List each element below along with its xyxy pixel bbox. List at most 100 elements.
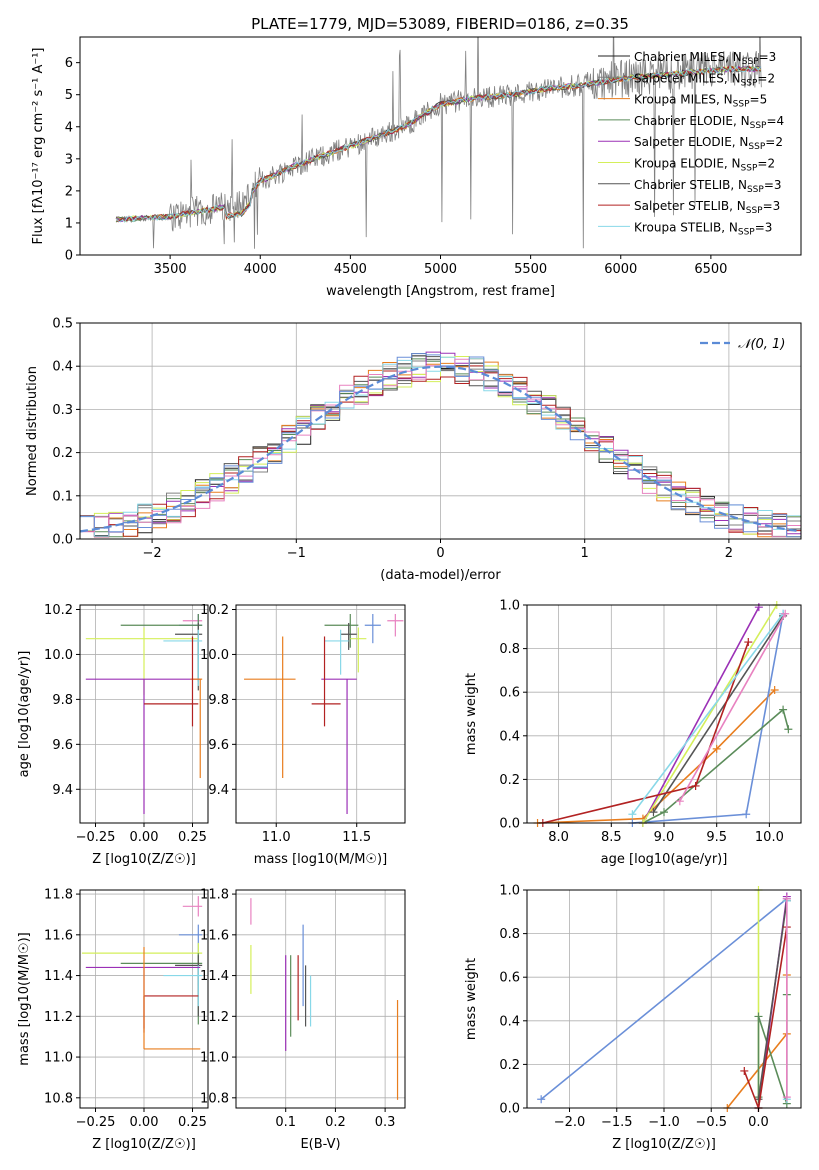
y-tick-label: 10.8 bbox=[44, 1091, 73, 1106]
legend-count: =2 bbox=[765, 135, 783, 149]
legend-subscript: SSP bbox=[747, 185, 764, 195]
legend-subscript: SSP bbox=[741, 164, 758, 174]
y-tick-label: 9.4 bbox=[52, 783, 73, 798]
x-tick-label: −0.25 bbox=[76, 1115, 116, 1130]
legend-count: =3 bbox=[759, 50, 777, 64]
errorbar-point-0 bbox=[182, 896, 203, 917]
plot-frame bbox=[235, 604, 406, 824]
legend-label-5: Kroupa ELODIE, NSSP=2 bbox=[634, 157, 775, 174]
y-tick-label: 11.4 bbox=[44, 969, 73, 984]
y-tick-label: 0.1 bbox=[52, 489, 73, 504]
mass-weight-line-8 bbox=[679, 613, 786, 802]
y-tick-label: 11.8 bbox=[200, 888, 229, 903]
mass-weight-marker bbox=[782, 894, 791, 903]
x-tick-label: 8.5 bbox=[601, 830, 622, 845]
y-tick-label: 9.4 bbox=[208, 783, 229, 798]
legend-subscript: SSP bbox=[738, 227, 755, 237]
axes-age-vs-mass bbox=[236, 605, 405, 823]
legend-subscript: SSP bbox=[733, 100, 750, 110]
x-tick-label: 6500 bbox=[694, 262, 727, 277]
x-tick-label: −2 bbox=[143, 546, 162, 561]
axes-mass-vs-EBV bbox=[236, 890, 405, 1108]
errorbar-point-7 bbox=[244, 636, 296, 779]
spectrum-plot-area bbox=[115, 37, 762, 249]
legend-count: =5 bbox=[750, 93, 768, 107]
legend-label-gaussian: 𝒩(0, 1) bbox=[738, 337, 785, 352]
y-tick-label: 3 bbox=[65, 152, 73, 167]
y-axis-label: mass weight bbox=[464, 673, 479, 755]
x-tick-label: −0.25 bbox=[76, 830, 116, 845]
frame-residuals: −2 −1 0 1 2 0.0 0.1 0.2 0.3 0.4 0.5 (data-model)/er… bbox=[25, 317, 802, 583]
errorbar-point-8 bbox=[143, 947, 201, 1050]
y-tick-label: 0.3 bbox=[52, 403, 73, 418]
frame-mass-weight-vs-Z: −2.0 −1.5 −1.0 −0.5 0.0 0.0 0.2 0.4 0.6 0.8 1.0 Z [… bbox=[464, 884, 802, 1152]
mass-weight-marker bbox=[742, 810, 751, 819]
mass-weight-marker bbox=[744, 638, 753, 647]
mass-weight-line-5 bbox=[652, 615, 784, 813]
errorbar-plot-area-mass-vs-EBV bbox=[250, 898, 399, 1100]
y-tick-label: 9.8 bbox=[52, 693, 73, 708]
histogram-plot-area bbox=[80, 351, 801, 538]
gaussian-curve bbox=[80, 365, 801, 533]
y-tick-label: 0.4 bbox=[499, 729, 520, 744]
mass-weight-marker bbox=[537, 1095, 546, 1104]
frame-age-vs-mass: 11.0 11.5 9.4 9.6 9.8 10.0 10.2 mass [log10(M/M… bbox=[200, 603, 406, 867]
y-tick-label: 10.8 bbox=[200, 1091, 229, 1106]
y-tick-label: 9.6 bbox=[208, 738, 229, 753]
x-axis-label: Z [log10(Z/Z☉)] bbox=[612, 1137, 716, 1152]
mass-weight-line-2 bbox=[642, 708, 790, 824]
y-tick-label: 0.4 bbox=[499, 1014, 520, 1029]
x-tick-label: 0.00 bbox=[130, 1115, 159, 1130]
frame-spectrum: 3500 4000 4500 5000 5500 6000 6500 0 1 2 3 4 5 6 wavel… bbox=[31, 36, 802, 299]
legend-count: =2 bbox=[757, 157, 775, 171]
y-tick-label: 0.6 bbox=[499, 971, 520, 986]
errorbar-point-4 bbox=[350, 627, 367, 673]
mass-weight-marker bbox=[628, 810, 637, 819]
mass-weight-marker bbox=[649, 808, 658, 817]
legend-count: =3 bbox=[755, 220, 773, 234]
mass-weight-marker bbox=[660, 808, 668, 817]
y-tick-label: 11.6 bbox=[44, 928, 73, 943]
y-tick-label: 0.2 bbox=[499, 773, 520, 788]
frame-age-vs-Z: −0.25 0.00 0.25 9.4 9.6 9.8 10.0 10.2 Z [log10(Z… bbox=[17, 603, 209, 867]
y-tick-label: 10.2 bbox=[200, 603, 229, 618]
y-tick-label: 11.4 bbox=[200, 969, 229, 984]
x-axis-label: wavelength [Angstrom, rest frame] bbox=[326, 284, 555, 299]
errorbar-point-8 bbox=[311, 636, 341, 727]
x-tick-label: 4000 bbox=[244, 262, 277, 277]
y-tick-label: 0.8 bbox=[499, 927, 520, 942]
x-axis-label: age [log10(age/yr)] bbox=[601, 852, 728, 867]
y-axis-label: age [log10(age/yr)] bbox=[17, 651, 32, 778]
frame-mass-weight-vs-age: 8.0 8.5 9.0 9.5 10.0 0.0 0.2 0.4 0.6 0.8 1.0 age [l… bbox=[464, 599, 802, 867]
x-tick-label: 0.25 bbox=[178, 1115, 207, 1130]
mass-weight-plot-area-mass-weight-vs-age bbox=[533, 601, 793, 827]
legend-label-1: Salpeter MILES, NSSP=2 bbox=[634, 71, 775, 88]
y-tick-label: 0.5 bbox=[52, 317, 73, 332]
y-tick-label: 0.6 bbox=[499, 686, 520, 701]
legend-label-3: Chabrier ELODIE, NSSP=4 bbox=[634, 114, 784, 131]
y-tick-label: 1.0 bbox=[499, 599, 520, 614]
figure-title: PLATE=1779, MJD=53089, FIBERID=0186, z=0… bbox=[251, 15, 629, 33]
errorbar-plot-area-age-vs-Z bbox=[85, 613, 203, 815]
x-tick-label: 10.0 bbox=[755, 830, 784, 845]
legend-count: =3 bbox=[764, 178, 782, 192]
x-tick-label: 11.0 bbox=[262, 830, 291, 845]
y-tick-label: 0.0 bbox=[52, 533, 73, 548]
frame-mass-vs-EBV: 0.1 0.2 0.3 10.8 11.0 11.2 11.4 11.6 11.8 E(B-V) bbox=[200, 888, 406, 1152]
mass-weight-line-0 bbox=[537, 689, 776, 824]
legend-label-6: Chabrier STELIB, NSSP=3 bbox=[634, 178, 782, 195]
mass-weight-line-3 bbox=[642, 606, 760, 824]
plot-frame bbox=[235, 889, 406, 1109]
x-axis-label: E(B-V) bbox=[300, 1137, 340, 1152]
y-tick-label: 9.6 bbox=[52, 738, 73, 753]
legend-count: =3 bbox=[763, 199, 781, 213]
legend-subscript: SSP bbox=[746, 206, 763, 216]
model-line-8 bbox=[115, 65, 761, 223]
x-tick-label: 0.3 bbox=[375, 1115, 396, 1130]
x-tick-label: 8.0 bbox=[548, 830, 569, 845]
y-tick-label: 5 bbox=[65, 88, 73, 103]
x-tick-label: −2.0 bbox=[554, 1115, 586, 1130]
y-tick-label: 9.8 bbox=[208, 693, 229, 708]
x-tick-label: 0.2 bbox=[325, 1115, 346, 1130]
errorbar-point-2 bbox=[324, 613, 359, 648]
